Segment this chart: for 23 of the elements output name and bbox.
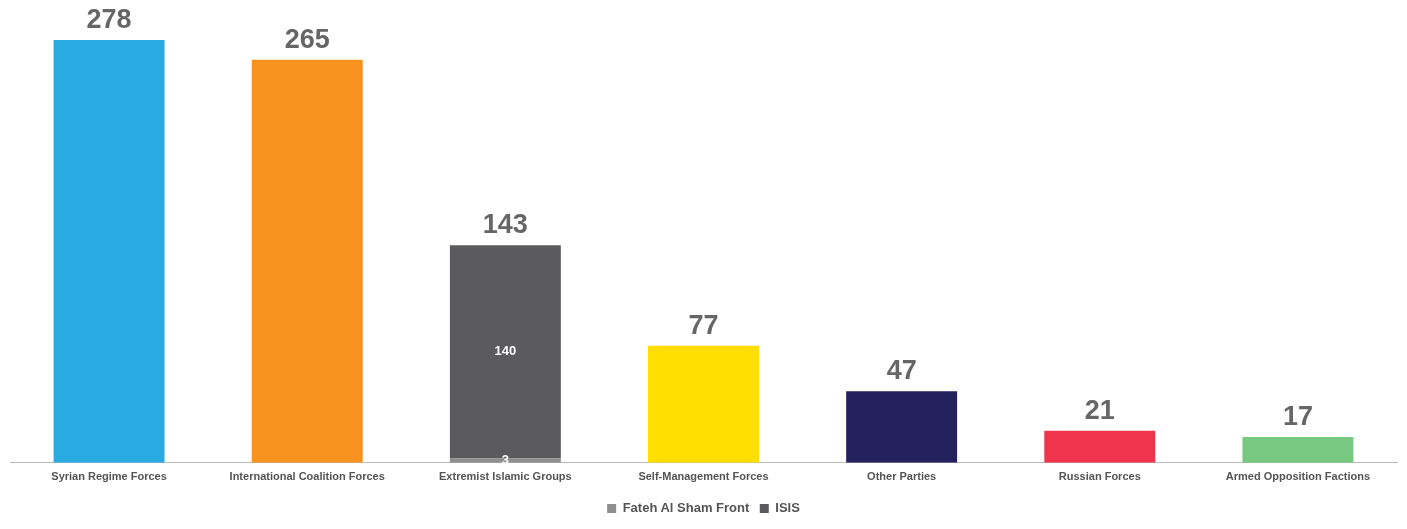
bar	[846, 391, 958, 463]
x-tick-label: Russian Forces	[1058, 470, 1141, 483]
x-tick-label: Other Parties	[867, 470, 937, 483]
bar	[53, 40, 165, 463]
bar	[1044, 430, 1156, 463]
x-tick-label: Armed Opposition Factions	[1225, 470, 1371, 483]
total-label: 17	[1282, 400, 1313, 431]
bar	[251, 59, 363, 463]
bar	[648, 345, 759, 463]
total-label: 278	[86, 3, 132, 34]
bar	[1242, 436, 1354, 463]
x-tick-label: International Coalition Forces	[229, 470, 385, 483]
total-label: 21	[1084, 394, 1115, 425]
x-tick-label: Syrian Regime Forces	[51, 470, 167, 483]
total-label: 143	[482, 209, 528, 240]
total-label: 265	[284, 23, 330, 54]
total-label: 47	[886, 355, 917, 386]
total-label: 77	[688, 309, 719, 340]
legend-label: Fateh Al Sham Front	[622, 500, 750, 516]
x-tick-label: Extremist Islamic Groups	[439, 470, 572, 483]
x-tick-label: Self-Management Forces	[638, 470, 769, 483]
legend-label: ISIS	[775, 500, 801, 516]
data-label: 140	[494, 343, 517, 359]
